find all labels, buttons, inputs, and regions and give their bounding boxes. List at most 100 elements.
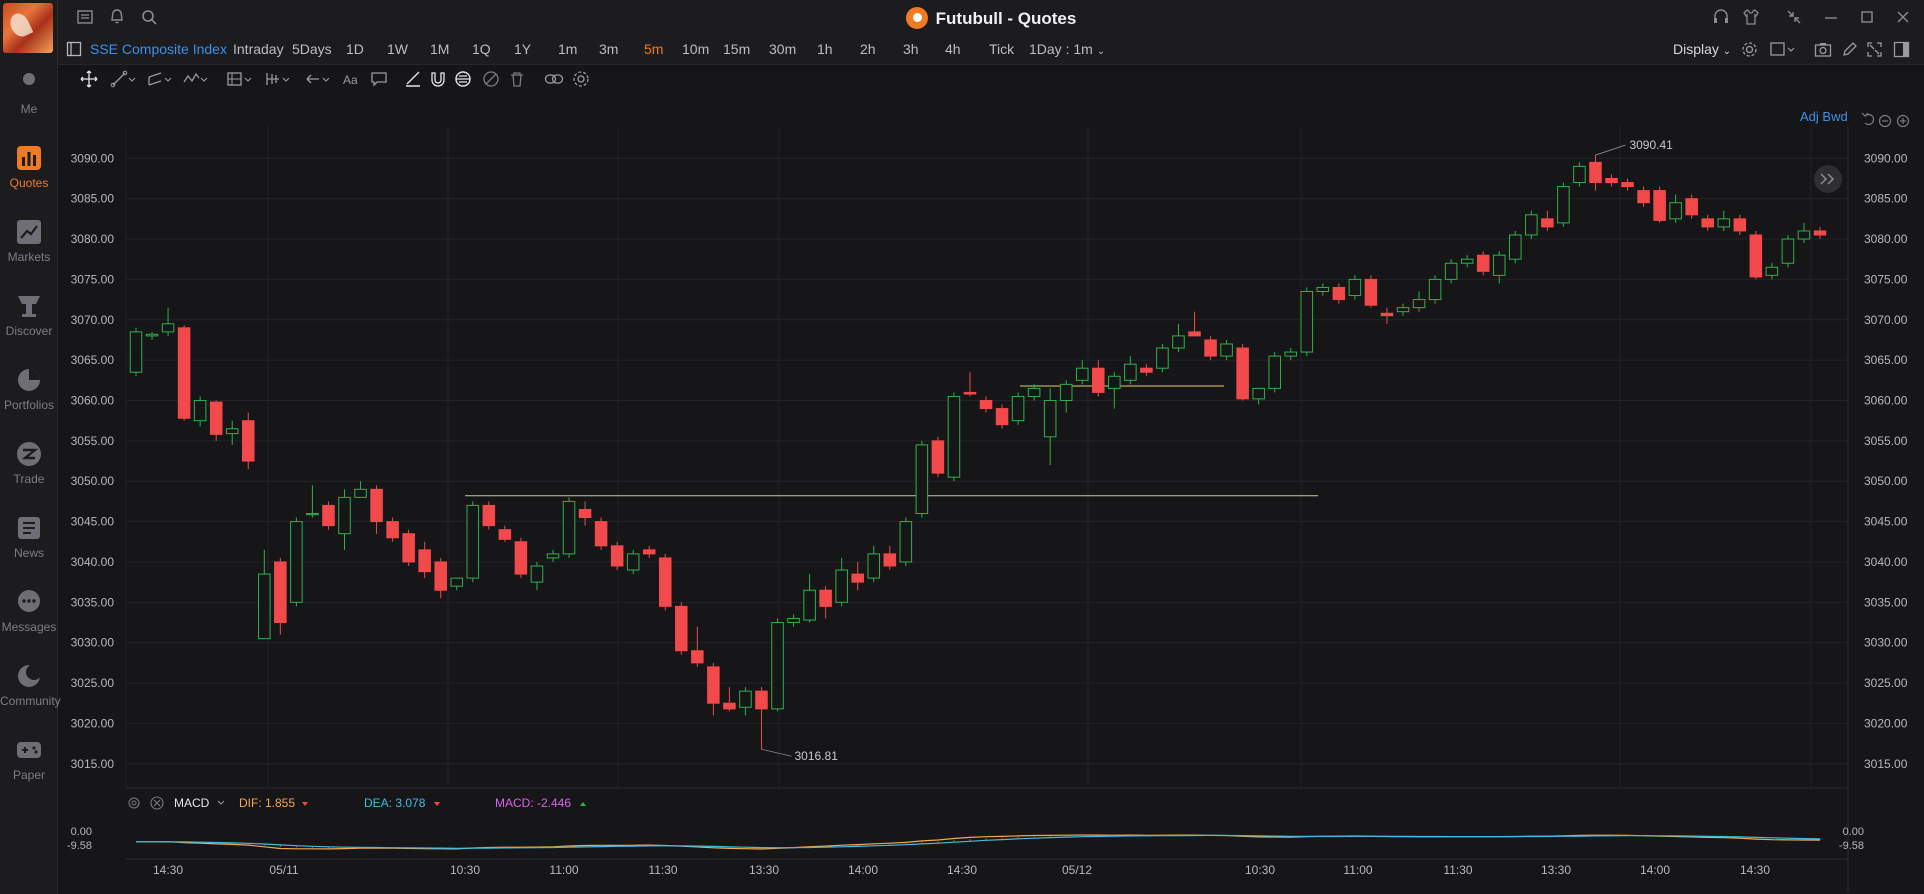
menu-icon[interactable] [76, 8, 94, 26]
sidebar-item-discover[interactable]: Discover [0, 292, 58, 366]
move-crosshair-icon[interactable] [80, 70, 98, 88]
chevron-down-icon[interactable] [217, 800, 225, 805]
timeframe-2h[interactable]: 2h [860, 41, 876, 57]
candle-body [867, 553, 881, 579]
timeframe-4h[interactable]: 4h [945, 41, 961, 57]
macd-close-icon[interactable] [150, 796, 164, 810]
timeframe-1q[interactable]: 1Q [472, 41, 491, 57]
shirt-icon[interactable] [1742, 8, 1760, 26]
settings-gear-icon[interactable] [1741, 41, 1758, 58]
time-axis: 14:30 05/11 10:30 11:00 11:30 13:30 14:00 14:30… [153, 863, 1770, 877]
sidebar-item-messages[interactable]: Messages [0, 588, 58, 662]
candlestick-chart[interactable]: 3090.00 3090.00 3085.00 3085.00 3080.00 3080.… [58, 93, 1924, 894]
channel-tool-icon[interactable] [146, 70, 174, 88]
camera-icon[interactable] [1814, 41, 1832, 58]
macd-indicator-label[interactable]: MACD [174, 796, 210, 810]
price-tick-label-right: 3035.00 [1864, 595, 1908, 609]
sidebar-item-trade[interactable]: Trade [0, 440, 58, 514]
range-select[interactable]: 1Day : 1m ⌄ [1029, 41, 1105, 57]
chart-area[interactable]: 3090.00 3090.00 3085.00 3085.00 3080.00 3080.… [58, 93, 1924, 894]
symbol-name[interactable]: SSE Composite Index [90, 41, 227, 57]
time-tick-label: 13:30 [1541, 863, 1571, 877]
up-triangle-icon [580, 802, 586, 806]
candle-body [915, 444, 929, 515]
timeframe-intraday[interactable]: Intraday [233, 41, 284, 57]
fullscreen-icon[interactable] [1866, 41, 1883, 58]
panel-toggle-icon[interactable] [66, 41, 82, 57]
timeframe-15m[interactable]: 15m [723, 41, 751, 57]
timeframe-5days[interactable]: 5Days [292, 41, 332, 57]
time-tick-label: 10:30 [450, 863, 480, 877]
timeframe-1h[interactable]: 1h [817, 41, 833, 57]
expand-panel-icon[interactable] [1814, 165, 1842, 193]
sidebar-item-markets[interactable]: Markets [0, 218, 58, 292]
macd-settings-icon[interactable] [128, 797, 140, 809]
candle-body [274, 561, 287, 624]
adj-bwd-button[interactable]: Adj Bwd [1800, 109, 1848, 124]
window-title-text: Futubull - Quotes [935, 9, 1077, 28]
display-button[interactable]: Display ⌄ [1673, 41, 1731, 57]
candle-body [1236, 347, 1249, 400]
macd-axis-bottom: -9.58 [67, 840, 92, 852]
wave-tool-icon[interactable] [182, 70, 210, 88]
zoom-out-icon[interactable] [1878, 114, 1892, 128]
headset-icon[interactable] [1712, 8, 1730, 26]
drawing-settings-icon[interactable] [572, 70, 590, 88]
arrow-tool-icon[interactable] [304, 70, 332, 88]
person-icon [23, 73, 35, 85]
sidebar-item-community[interactable]: Community [0, 662, 61, 736]
hide-drawings-icon[interactable] [482, 70, 500, 88]
timeframe-5m[interactable]: 5m [644, 41, 664, 57]
close-icon[interactable] [1894, 8, 1912, 26]
bell-icon[interactable] [108, 8, 126, 26]
timeframe-3m[interactable]: 3m [599, 41, 619, 57]
timeframe-3h[interactable]: 3h [903, 41, 919, 57]
svg-text:Aa: Aa [343, 73, 358, 87]
text-tool-icon[interactable]: Aa [342, 70, 360, 88]
lock-drawings-icon[interactable] [454, 70, 472, 88]
macd-axis-top-right: 0.00 [1843, 826, 1864, 838]
horizontal-lines[interactable] [465, 385, 1318, 497]
side-panel-icon[interactable] [1893, 41, 1910, 58]
timeframe-30m[interactable]: 30m [769, 41, 797, 57]
magnet-icon[interactable] [429, 70, 447, 88]
timeframe-1d[interactable]: 1D [346, 41, 364, 57]
layout-select-icon[interactable] [1770, 41, 1796, 58]
gann-tool-icon[interactable] [264, 70, 292, 88]
sidebar-item-paper[interactable]: Paper [0, 736, 58, 810]
timeframe-1m[interactable]: 1M [430, 41, 450, 57]
minimize-icon[interactable] [1822, 8, 1840, 26]
pen-icon[interactable] [1841, 41, 1858, 58]
timeframe-1y[interactable]: 1Y [514, 41, 532, 57]
sidebar-item-news[interactable]: News [0, 514, 58, 588]
sidebar-item-me[interactable]: Me [0, 70, 58, 144]
comment-tool-icon[interactable] [370, 70, 388, 88]
avatar[interactable] [3, 3, 53, 53]
timeframe-1m[interactable]: 1m [558, 41, 578, 57]
price-tick-label-left: 3045.00 [71, 515, 115, 529]
link-icon[interactable] [544, 70, 564, 88]
price-tick-label-left: 3035.00 [71, 595, 115, 609]
brush-tool-icon[interactable] [404, 70, 422, 88]
sidebar-item-label: Me [20, 102, 38, 116]
collapse-icon[interactable] [1785, 8, 1803, 26]
timeframe-1w[interactable]: 1W [387, 41, 408, 57]
trash-icon[interactable] [508, 70, 526, 88]
sidebar-item-label: Portfolios [3, 398, 55, 412]
price-axis: 3090.00 3090.00 3085.00 3085.00 3080.00 3080.… [71, 151, 1908, 770]
sidebar-item-quotes[interactable]: Quotes [0, 144, 58, 218]
sidebar-item-portfolios[interactable]: Portfolios [0, 366, 58, 440]
timeframe-tick[interactable]: Tick [989, 41, 1015, 57]
search-icon[interactable] [140, 8, 158, 26]
sidebar-item-label: Community [0, 694, 61, 708]
candle-body [1733, 218, 1747, 232]
timeframe-10m[interactable]: 10m [682, 41, 710, 57]
fib-tool-icon[interactable] [226, 70, 254, 88]
maximize-icon[interactable] [1858, 8, 1876, 26]
trendline-tool-icon[interactable] [110, 70, 138, 88]
high-price-label: 3090.41 [1629, 138, 1673, 152]
candle-body [1685, 198, 1698, 216]
zoom-in-icon[interactable] [1896, 114, 1910, 128]
undo-icon[interactable] [1861, 112, 1875, 126]
price-tick-label-right: 3070.00 [1864, 313, 1908, 327]
